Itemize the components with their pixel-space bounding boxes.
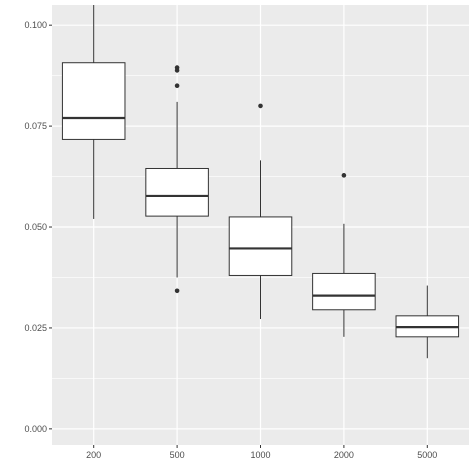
box-200 xyxy=(61,5,126,219)
x-tick-label: 500 xyxy=(170,450,185,460)
x-tick-label: 1000 xyxy=(250,450,270,460)
box-2000 xyxy=(312,173,376,337)
box-5000 xyxy=(395,285,460,359)
outlier-point xyxy=(174,83,180,89)
boxes xyxy=(61,5,460,359)
outlier-point xyxy=(341,173,347,178)
iqr-box xyxy=(61,62,126,140)
y-tick-label: 0.000 xyxy=(24,424,47,434)
y-tick-label: 0.025 xyxy=(24,323,47,333)
box-500 xyxy=(145,65,209,294)
y-tick-label: 0.075 xyxy=(24,121,47,131)
iqr-box xyxy=(228,216,293,276)
outlier-point xyxy=(258,103,263,109)
outlier-point xyxy=(174,68,180,73)
x-tick-label: 200 xyxy=(86,450,101,460)
iqr-box xyxy=(145,167,209,217)
x-tick-label: 5000 xyxy=(417,450,437,460)
outlier-point xyxy=(174,288,180,294)
y-tick-label: 0.100 xyxy=(24,20,47,30)
x-axis: 200 500 1000 2000 5000 xyxy=(86,445,437,460)
x-tick-label: 2000 xyxy=(334,450,354,460)
y-axis: 0.000 0.025 0.050 0.075 0.100 xyxy=(24,20,52,434)
iqr-box xyxy=(312,272,376,311)
y-tick-label: 0.050 xyxy=(24,222,47,232)
box-1000 xyxy=(228,103,293,320)
